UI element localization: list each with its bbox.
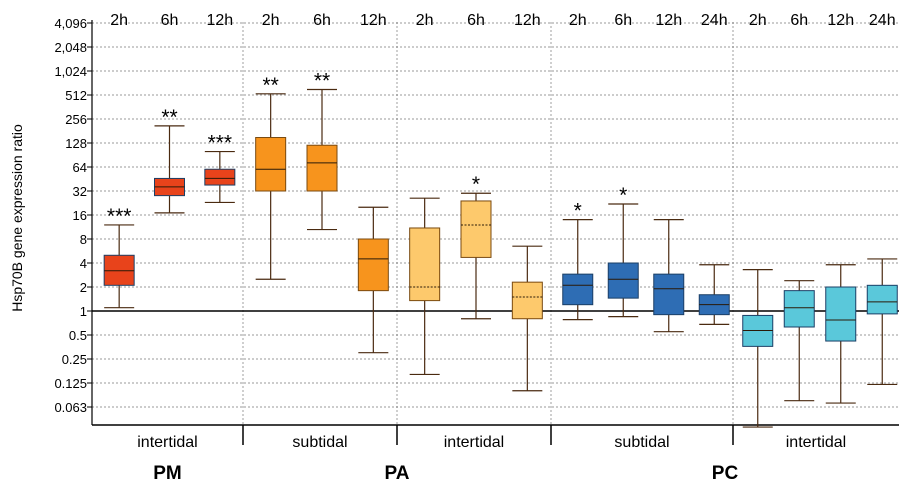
time-label: 12h <box>360 12 387 29</box>
y-tick-label: 1,024 <box>54 64 87 79</box>
time-label: 24h <box>701 12 728 29</box>
box <box>783 290 815 328</box>
y-tick-label: 64 <box>73 160 87 175</box>
time-label: 2h <box>416 12 434 29</box>
y-tick-label: 4,096 <box>54 16 87 31</box>
y-tick-label: 0.063 <box>54 400 87 415</box>
significance-label: *** <box>208 132 233 155</box>
species-label: PC <box>712 463 739 484</box>
time-label: 12h <box>514 12 541 29</box>
box <box>306 144 338 192</box>
box <box>866 284 898 315</box>
y-tick-label: 512 <box>65 88 87 103</box>
habitat-label: subtidal <box>292 434 347 451</box>
box <box>357 238 389 292</box>
y-tick-label: 1 <box>80 304 87 319</box>
significance-label: * <box>472 173 480 196</box>
axis-layer: 0.063 0.125 0.25 0.5 1 2 4 8 16 32 64 128 256 512 1,02… <box>54 16 899 445</box>
box <box>204 168 236 186</box>
box <box>825 286 857 342</box>
y-tick-label: 0.5 <box>69 328 87 343</box>
significance-label: ** <box>161 106 177 129</box>
time-label: 6h <box>161 12 179 29</box>
time-label: 12h <box>827 12 854 29</box>
box <box>511 281 543 320</box>
habitat-label: intertidal <box>786 434 846 451</box>
time-label: 6h <box>313 12 331 29</box>
significance-label: * <box>619 184 627 207</box>
time-label: 12h <box>655 12 682 29</box>
y-tick-label: 32 <box>73 184 87 199</box>
habitat-label: intertidal <box>444 434 504 451</box>
y-tick-label: 4 <box>80 256 87 271</box>
time-label: 6h <box>790 12 808 29</box>
significance-label: * <box>574 200 582 223</box>
box <box>607 262 639 299</box>
label-layer: 2h***6h**12h***intertidal2h**6h**12hsubt… <box>107 12 896 484</box>
significance-label: *** <box>107 205 132 228</box>
y-tick-label: 2 <box>80 280 87 295</box>
y-axis-label: Hsp70B gene expression ratio <box>9 124 25 312</box>
species-label: PA <box>385 463 410 484</box>
species-label: PM <box>153 463 182 484</box>
box <box>562 273 594 306</box>
habitat-label: subtidal <box>614 434 669 451</box>
y-tick-label: 0.125 <box>54 376 87 391</box>
time-label: 12h <box>206 12 233 29</box>
time-label: 2h <box>110 12 128 29</box>
y-tick-label: 128 <box>65 136 87 151</box>
time-label: 2h <box>262 12 280 29</box>
time-label: 6h <box>467 12 485 29</box>
y-tick-label: 8 <box>80 232 87 247</box>
significance-label: ** <box>262 74 278 97</box>
time-label: 2h <box>749 12 767 29</box>
habitat-label: intertidal <box>137 434 197 451</box>
box-layer <box>103 88 898 428</box>
time-label: 6h <box>614 12 632 29</box>
box <box>409 227 441 302</box>
box <box>653 273 685 316</box>
box <box>255 137 287 192</box>
y-tick-label: 0.25 <box>62 352 87 367</box>
time-label: 24h <box>869 12 896 29</box>
y-tick-label: 256 <box>65 112 87 127</box>
time-label: 2h <box>569 12 587 29</box>
grid-layer <box>92 22 899 425</box>
y-tick-label: 16 <box>73 208 87 223</box>
box <box>460 200 492 258</box>
significance-label: ** <box>314 70 330 93</box>
y-tick-label: 2,048 <box>54 40 87 55</box>
